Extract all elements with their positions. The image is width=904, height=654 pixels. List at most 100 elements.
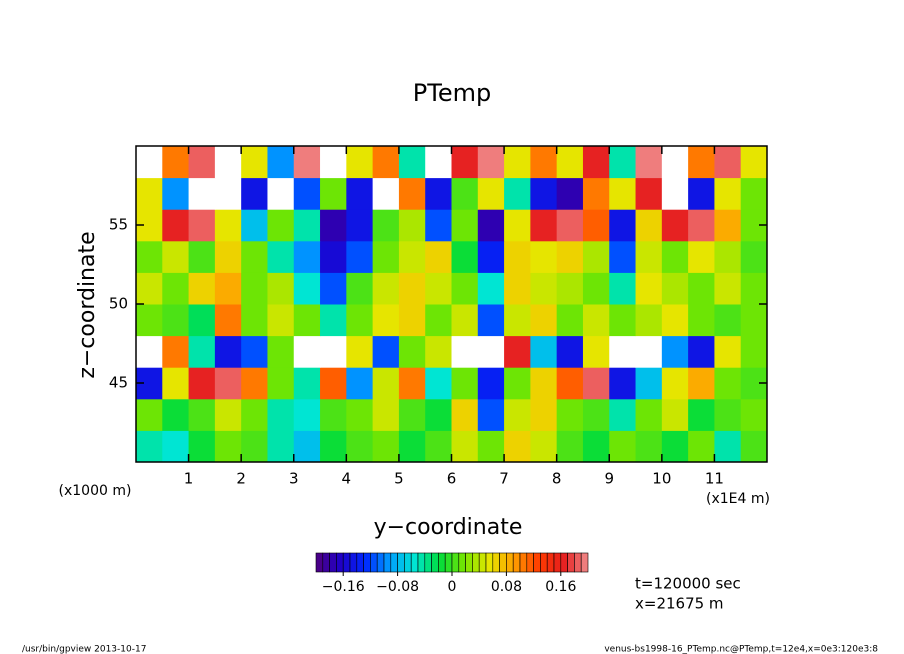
cell <box>740 240 767 273</box>
cell <box>267 209 295 242</box>
y-tick-label: 55 <box>109 216 128 234</box>
cell <box>477 430 505 462</box>
colorbar-box <box>478 552 487 573</box>
cell <box>661 209 689 242</box>
cell <box>214 367 242 400</box>
cell <box>661 335 689 368</box>
cell <box>241 240 268 273</box>
cell <box>530 272 558 305</box>
cell <box>556 177 584 210</box>
cell <box>346 177 374 210</box>
cell <box>346 430 374 462</box>
cell <box>188 335 216 368</box>
cell <box>372 367 400 400</box>
y-unit-label: (x1000 m) <box>59 483 132 499</box>
cell <box>398 209 426 242</box>
cell <box>346 240 374 273</box>
colorbar-box <box>485 552 494 573</box>
cell <box>688 430 715 462</box>
cell <box>398 430 426 462</box>
x-tick-label: 10 <box>652 470 671 488</box>
colorbar-box <box>438 552 446 573</box>
x-tick-label: 5 <box>394 470 404 488</box>
cell <box>661 272 689 305</box>
cell <box>661 240 689 273</box>
colorbar-box <box>519 552 528 573</box>
cell <box>346 272 374 305</box>
cell <box>214 430 242 462</box>
cell <box>661 146 689 179</box>
cell <box>293 398 321 431</box>
cell <box>293 177 321 210</box>
cell <box>425 209 452 242</box>
colorbar-box <box>526 552 534 573</box>
cell <box>740 177 767 210</box>
colorbar-box <box>431 552 439 573</box>
cell <box>504 240 531 273</box>
cell <box>425 304 452 337</box>
colorbar-box <box>322 552 330 573</box>
cell <box>477 367 505 400</box>
colorbar-box <box>553 552 562 573</box>
cell <box>320 398 347 431</box>
cell <box>372 146 400 179</box>
annotation: x=21675 m <box>635 595 724 613</box>
cell <box>504 367 531 400</box>
cell <box>188 304 216 337</box>
x-tick-label: 3 <box>289 470 299 488</box>
cell <box>609 240 637 273</box>
cell <box>425 398 452 431</box>
y-tick-label: 50 <box>109 295 128 313</box>
x-unit-label: (x1E4 m) <box>706 491 770 507</box>
cell <box>714 240 742 273</box>
cell <box>425 335 452 368</box>
x-tick-label: 2 <box>236 470 246 488</box>
cell <box>293 146 321 179</box>
cell <box>320 146 347 179</box>
cell <box>609 367 637 400</box>
annotation: t=120000 sec <box>635 575 741 593</box>
cell <box>241 335 268 368</box>
cell <box>556 335 584 368</box>
cell <box>293 209 321 242</box>
colorbar-box <box>336 552 344 573</box>
cell <box>635 398 663 431</box>
cell <box>241 304 268 337</box>
colorbar-box <box>472 552 480 573</box>
colorbar-box <box>342 552 351 573</box>
cell <box>241 209 268 242</box>
colorbar-box <box>506 552 514 573</box>
cell <box>714 209 742 242</box>
cell <box>136 398 163 431</box>
cell <box>293 430 321 462</box>
cell <box>320 177 347 210</box>
cell <box>504 398 531 431</box>
colorbar-box <box>329 552 337 573</box>
cell <box>425 430 452 462</box>
cell <box>346 304 374 337</box>
cell <box>714 367 742 400</box>
footer-left: /usr/bin/gpview 2013-10-17 <box>22 645 146 654</box>
cell <box>346 367 374 400</box>
cell <box>609 272 637 305</box>
colorbar-box <box>492 552 500 573</box>
cell <box>398 146 426 179</box>
colorbar-box <box>540 552 548 573</box>
cell <box>582 240 610 273</box>
cell <box>136 272 163 305</box>
cell <box>740 272 767 305</box>
cell <box>214 335 242 368</box>
cell <box>188 367 216 400</box>
cell <box>740 335 767 368</box>
x-tick-label: 9 <box>604 470 614 488</box>
cell <box>214 304 242 337</box>
cell <box>582 367 610 400</box>
cell <box>661 430 689 462</box>
cell <box>635 430 663 462</box>
cell <box>425 240 452 273</box>
cell <box>530 177 558 210</box>
cell <box>398 272 426 305</box>
cell <box>188 272 216 305</box>
cell <box>688 304 715 337</box>
